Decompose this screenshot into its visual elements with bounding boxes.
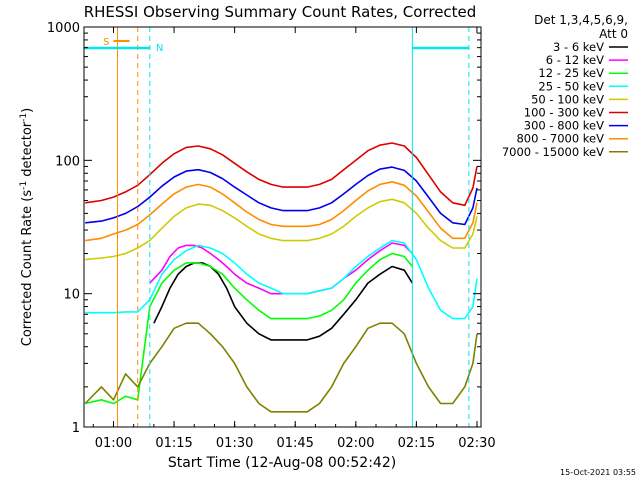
y-axis-label-sup-2: -1 bbox=[19, 113, 29, 122]
series-line-0 bbox=[153, 262, 413, 341]
x-axis: 01:00 01:15 01:30 01:45 02:00 02:15 02:30 bbox=[92, 27, 496, 451]
x-tick-label-6: 02:30 bbox=[458, 436, 495, 451]
legend-label-6: 300 - 800 keV bbox=[524, 119, 604, 133]
y-axis-label-mid: detector bbox=[20, 121, 35, 181]
y-axis-label-sup-1: -1 bbox=[19, 181, 29, 190]
series-line-7 bbox=[85, 181, 478, 242]
y-axis-label-end: ) bbox=[20, 108, 35, 113]
y-axis: 1 10 100 1000 bbox=[47, 21, 481, 436]
event-lines-layer bbox=[117, 27, 470, 427]
series-layer bbox=[84, 142, 478, 413]
series-line-8 bbox=[84, 322, 478, 413]
y-axis-label: Corrected Count Rate (s-1 detector-1) bbox=[19, 108, 35, 346]
x-tick-label-0: 01:00 bbox=[95, 436, 132, 451]
x-tick-label-3: 01:45 bbox=[276, 436, 313, 451]
flag-label-s: S bbox=[103, 37, 109, 48]
y-tick-label-3: 1000 bbox=[47, 21, 80, 36]
flag-label-n: N bbox=[156, 43, 163, 54]
series-line-1 bbox=[149, 242, 413, 295]
series-line-3 bbox=[85, 239, 478, 320]
legend-label-1: 6 - 12 keV bbox=[546, 53, 604, 67]
legend-label-3: 25 - 50 keV bbox=[538, 79, 604, 93]
legend-header-line-1: Det 1,3,4,5,6,9, bbox=[534, 13, 628, 27]
x-tick-label-1: 01:15 bbox=[155, 436, 192, 451]
flags-layer: SN bbox=[84, 37, 469, 54]
series-line-4 bbox=[85, 198, 478, 261]
plot-frame bbox=[83, 26, 482, 428]
y-tick-label-0: 1 bbox=[72, 421, 80, 436]
series-line-2 bbox=[85, 252, 413, 405]
x-tick-label-4: 02:00 bbox=[337, 436, 374, 451]
legend-label-4: 50 - 100 keV bbox=[531, 92, 604, 106]
x-tick-label-2: 01:30 bbox=[216, 436, 253, 451]
legend-label-8: 7000 - 15000 keV bbox=[502, 145, 604, 159]
x-axis-label: Start Time (12-Aug-08 00:52:42) bbox=[168, 455, 396, 471]
legend-label-5: 100 - 300 keV bbox=[524, 106, 604, 120]
x-tick-label-5: 02:15 bbox=[398, 436, 435, 451]
chart-title: RHESSI Observing Summary Count Rates, Co… bbox=[84, 3, 477, 21]
y-tick-label-1: 10 bbox=[63, 288, 80, 303]
legend-label-0: 3 - 6 keV bbox=[553, 40, 604, 54]
y-axis-label-main: Corrected Count Rate (s bbox=[20, 190, 35, 347]
series-line-5 bbox=[85, 142, 478, 207]
legend-header-line-2: Att 0 bbox=[599, 27, 628, 41]
y-tick-label-2: 100 bbox=[55, 154, 80, 169]
legend-label-7: 800 - 7000 keV bbox=[516, 132, 604, 146]
legend-label-2: 12 - 25 keV bbox=[538, 66, 604, 80]
series-line-6 bbox=[85, 166, 478, 226]
footer-date: 15-Oct-2021 03:55 bbox=[560, 468, 636, 477]
